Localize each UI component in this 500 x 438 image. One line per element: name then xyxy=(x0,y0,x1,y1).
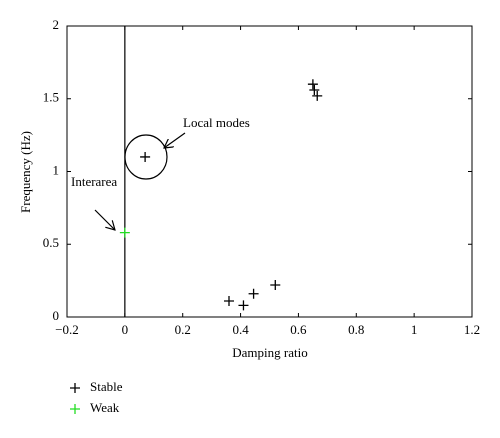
legend-label: Weak xyxy=(90,400,120,415)
x-tick-label: 1.2 xyxy=(464,322,480,337)
x-tick-label: 0 xyxy=(122,322,129,337)
annotation-arrow xyxy=(94,209,115,230)
x-tick-label: 0.8 xyxy=(348,322,364,337)
legend-label: Stable xyxy=(90,379,123,394)
x-tick-label: 0.6 xyxy=(290,322,307,337)
point xyxy=(140,151,151,162)
point xyxy=(309,85,320,96)
y-tick-label: 0.5 xyxy=(43,235,59,250)
x-tick-label: −0.2 xyxy=(55,322,79,337)
plot-frame xyxy=(66,25,473,318)
legend-marker xyxy=(70,404,80,414)
annotation-arrow xyxy=(164,132,186,148)
annotation: Interarea xyxy=(71,174,117,189)
point xyxy=(119,227,130,238)
y-tick-label: 1.5 xyxy=(43,90,59,105)
point xyxy=(248,288,259,299)
annotation: Local modes xyxy=(183,115,250,130)
point xyxy=(224,295,234,306)
point xyxy=(307,79,318,90)
point xyxy=(312,90,323,101)
y-tick-label: 1 xyxy=(53,162,60,177)
x-tick-label: 1 xyxy=(411,322,418,337)
y-axis-label: Frequency (Hz) xyxy=(18,131,33,213)
x-axis-label: Damping ratio xyxy=(232,345,307,360)
y-tick-label: 0 xyxy=(53,308,60,323)
point xyxy=(238,300,249,311)
x-tick-label: 0.4 xyxy=(232,322,249,337)
x-tick-label: 0.2 xyxy=(175,322,191,337)
legend-marker xyxy=(70,383,80,393)
point xyxy=(270,279,281,290)
y-tick-label: 2 xyxy=(53,17,60,32)
